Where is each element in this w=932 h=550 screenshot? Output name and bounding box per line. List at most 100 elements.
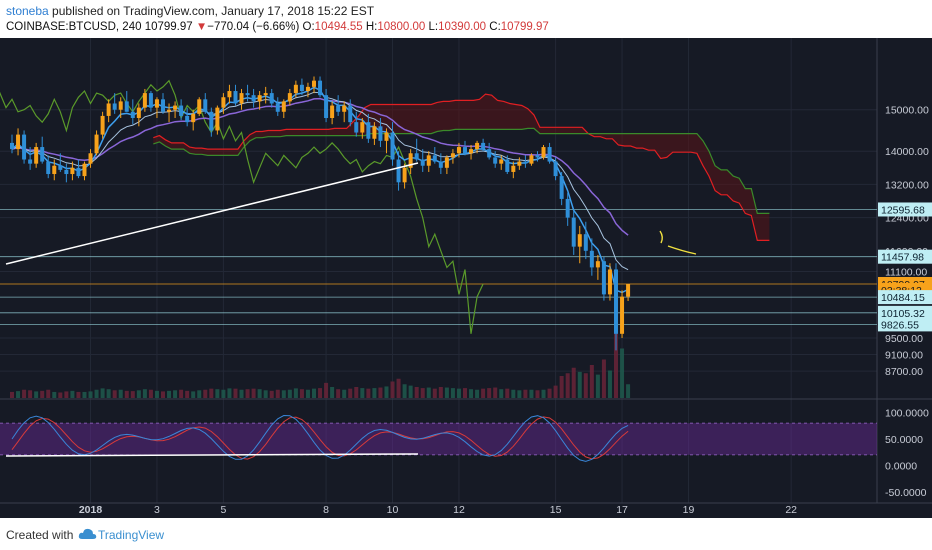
candle-body — [493, 157, 498, 164]
volume-bar — [414, 387, 419, 398]
chart-area[interactable]: 15000.00 14000.00 13200.00 12400.00 11100.00… — [0, 38, 932, 518]
candle-body — [318, 80, 323, 96]
publish-info: stoneba published on TradingView.com, Ja… — [6, 4, 374, 18]
stochastic-k-line — [11, 414, 629, 462]
volume-bar — [136, 390, 141, 398]
candle-body — [547, 147, 552, 162]
candle-body — [88, 153, 93, 164]
time-axis-label: 3 — [154, 504, 160, 516]
volume-bar — [523, 389, 528, 398]
volume-bar — [239, 389, 244, 398]
candle-body — [203, 99, 208, 112]
candle-body — [505, 159, 510, 172]
volume-bar — [396, 378, 401, 398]
volume-bar — [517, 390, 522, 398]
volume-bar — [571, 367, 576, 398]
candle-body — [444, 157, 449, 168]
price-label-box — [878, 290, 932, 305]
candle-body — [46, 161, 51, 175]
volume-bar — [529, 389, 534, 398]
oscillator-axis-label: -50.0000 — [885, 487, 927, 499]
candle-body — [601, 261, 606, 295]
volume-bar — [505, 388, 510, 398]
candle-body — [481, 142, 486, 150]
oscillator-axis-label: 100.0000 — [885, 408, 929, 420]
tradingview-brand[interactable]: TradingView — [98, 528, 165, 542]
volume-bar — [595, 374, 600, 398]
candle-body — [414, 153, 419, 160]
volume-bar — [493, 387, 498, 398]
volume-bar — [112, 390, 117, 398]
candle-body — [118, 101, 123, 110]
low-label: L: — [428, 21, 439, 33]
volume-bar — [191, 391, 196, 398]
candle-body — [571, 217, 576, 247]
candle-body — [384, 132, 389, 141]
price-label: 11457.98 — [881, 252, 924, 264]
candle-body — [293, 84, 298, 94]
username[interactable]: stoneba — [6, 4, 49, 18]
candle-body — [432, 155, 437, 162]
volume-bar — [553, 385, 558, 398]
candle-body — [263, 93, 268, 96]
volume-bar — [76, 391, 81, 398]
close-label: C: — [489, 21, 501, 33]
price-axis-label: 15000.00 — [885, 105, 929, 117]
volume-bar — [305, 389, 310, 398]
candle-body — [360, 122, 365, 133]
time-axis-label: 15 — [550, 504, 562, 516]
published-text: published on TradingView.com, January 17… — [52, 4, 375, 18]
candle-body — [221, 97, 226, 108]
candle-body — [112, 103, 117, 110]
volume-bar — [227, 388, 232, 398]
tradingview-cloud-icon[interactable] — [78, 526, 98, 542]
candle-body — [626, 284, 631, 297]
price-chart[interactable]: 15000.0014000.0013200.0012400.0011100.00… — [0, 38, 932, 518]
candle-body — [390, 132, 395, 160]
volume-bar — [88, 391, 93, 398]
candle-body — [173, 105, 178, 110]
volume-bar — [281, 390, 286, 398]
volume-bar — [547, 388, 552, 398]
price-label: 12595.68 — [881, 204, 925, 216]
volume-bar — [167, 390, 172, 398]
candle-body — [94, 134, 99, 154]
candle-body — [324, 95, 329, 118]
open-label: O: — [302, 21, 315, 33]
volume-bar — [420, 388, 425, 398]
time-axis-label: 12 — [453, 504, 465, 516]
volume-bar — [215, 389, 220, 398]
volume-bar — [402, 384, 407, 398]
high-label: H: — [365, 21, 378, 33]
time-axis-label: 22 — [785, 504, 797, 516]
senkou-span-a — [153, 93, 770, 241]
volume-bar — [40, 390, 45, 398]
candle-body — [34, 147, 39, 164]
candle-body — [124, 101, 129, 112]
volume-bar — [360, 388, 365, 398]
candle-body — [257, 95, 262, 102]
volume-bar — [299, 389, 304, 398]
candle-body — [70, 167, 75, 175]
volume-bar — [142, 389, 147, 398]
volume-bar — [10, 391, 14, 398]
volume-bar — [148, 389, 153, 398]
candle-body — [583, 234, 588, 251]
volume-bar — [481, 388, 486, 398]
volume-bar — [124, 390, 129, 398]
volume-bar — [541, 389, 546, 398]
time-axis-label: 10 — [387, 504, 399, 516]
volume-bar — [475, 389, 480, 398]
candle-body — [577, 234, 582, 247]
candle-body — [354, 122, 359, 133]
volume-bar — [197, 390, 202, 398]
candle-body — [179, 105, 184, 116]
candle-body — [607, 269, 612, 295]
time-axis-label: 8 — [323, 504, 329, 516]
volume-bar — [275, 389, 280, 398]
price-label: 9826.55 — [881, 319, 919, 331]
oscillator-trendline — [5, 453, 419, 457]
volume-bar — [100, 388, 105, 398]
volume-bar — [607, 370, 612, 398]
candle-body — [366, 122, 371, 139]
